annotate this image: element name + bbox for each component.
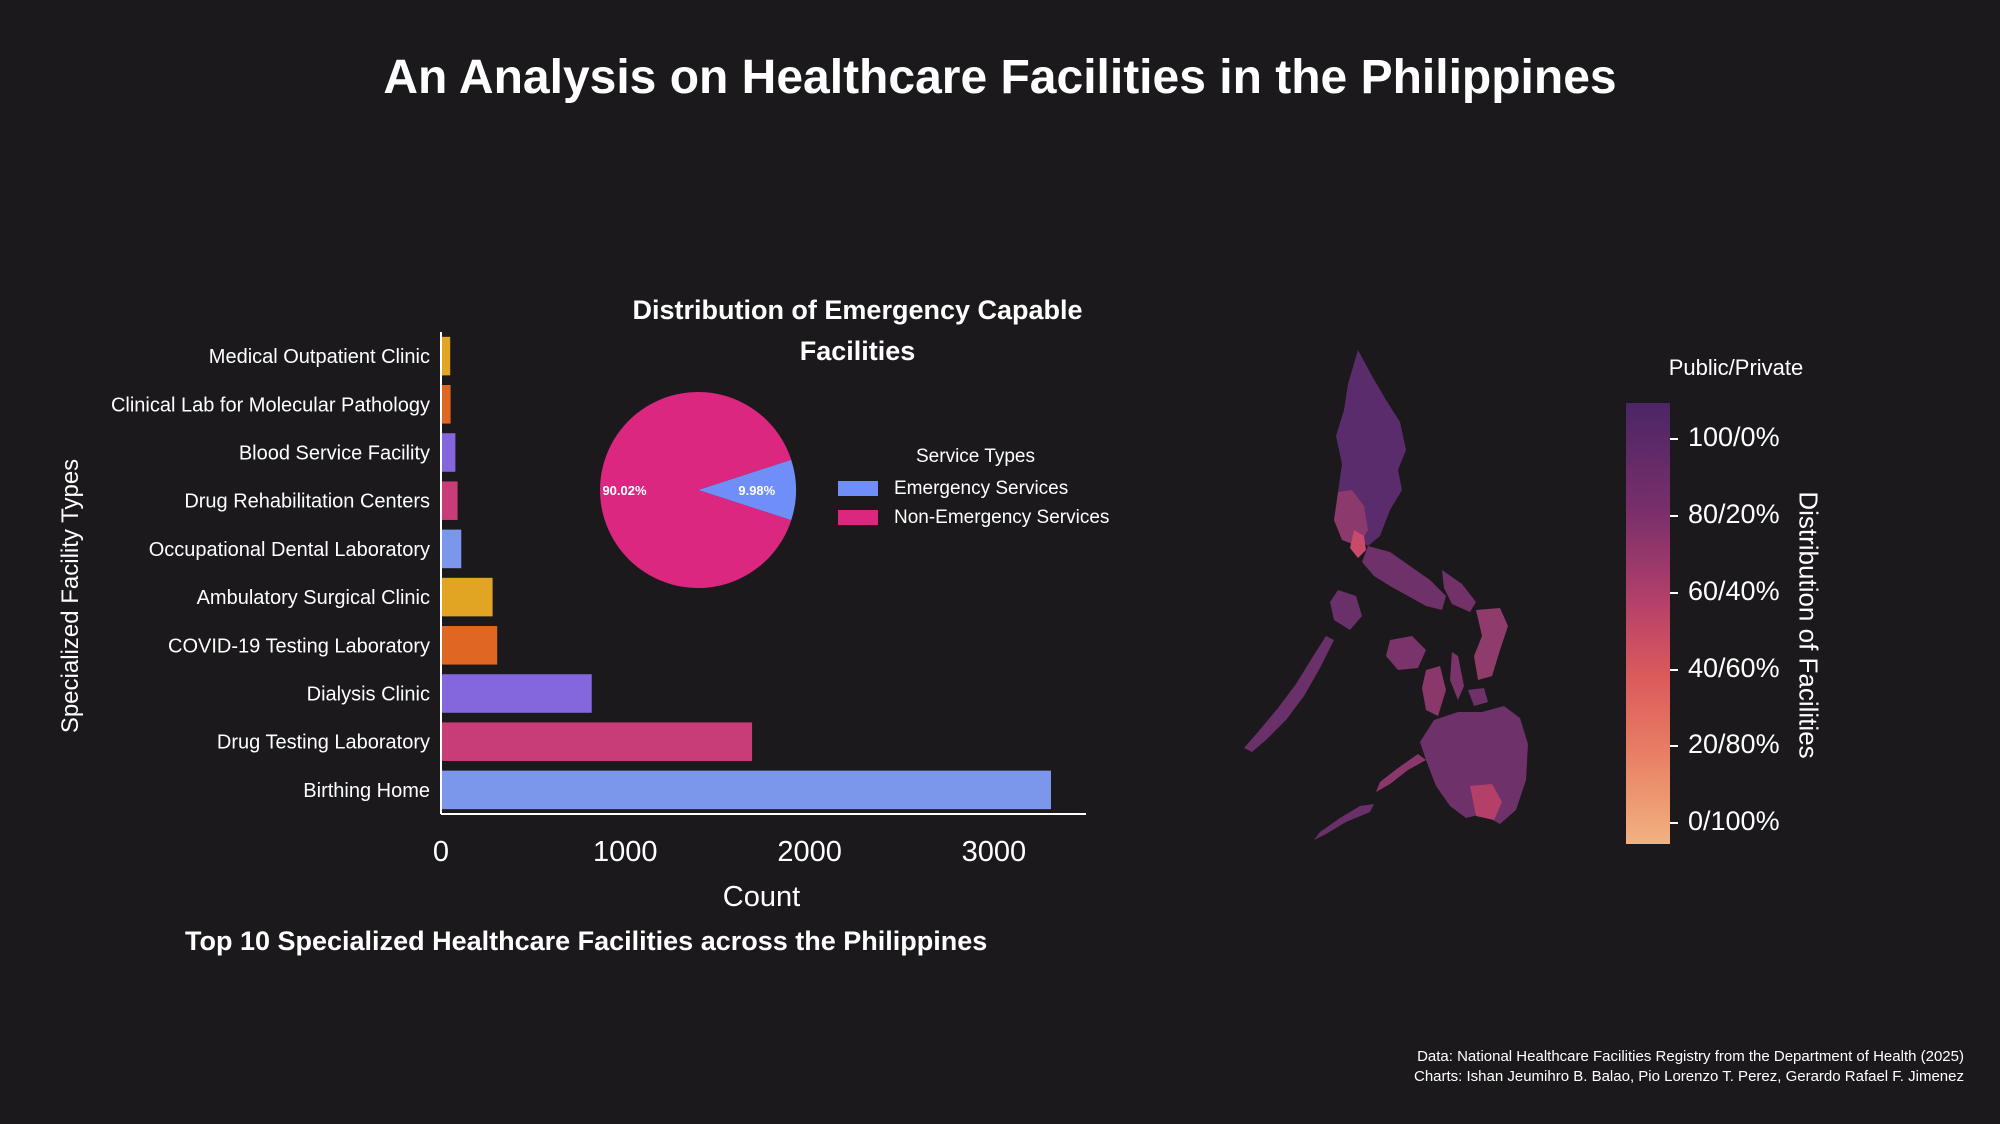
legend-swatch-non-emergency [838,510,878,525]
x-tick-label-1: 1000 [593,836,658,868]
pie-slice-0 [698,459,796,521]
y-tick-label-0: Birthing Home [303,780,430,802]
pie-slice-1 [600,392,792,588]
luzon-south [1362,546,1446,610]
y-axis-label: Specialized Facility Types [57,459,84,733]
colorbar [1626,403,1670,844]
colorbar-tick-2 [1670,591,1678,594]
colorbar-tick-1 [1670,515,1678,518]
bicol-region [1442,570,1476,612]
colorbar-axis-label: Distribution of Facilities [1793,491,1824,759]
philippines-map [1244,350,1528,840]
davao-region [1470,784,1502,820]
legend-label-non-emergency: Non-Emergency Services [894,506,1110,528]
colorbar-tick-5 [1670,821,1678,824]
credits-authors: Charts: Ishan Jeumihro B. Balao, Pio Lor… [1414,1068,1964,1085]
x-axis-label: Count [723,881,800,913]
mindanao-region [1244,636,1528,840]
colorbar-title: Public/Private [1668,355,1804,380]
colorbar-tick-3 [1670,668,1678,671]
y-tick-label-7: Blood Service Facility [239,443,430,465]
sulu-archipelago [1314,804,1374,840]
bar-chart: Birthing Home Drug Testing Laboratory Dial… [57,332,1086,913]
legend-item-non-emergency: Non-Emergency Services [838,503,1109,532]
zamboanga-peninsula [1376,754,1426,792]
bar-1 [441,722,753,761]
bar-5 [441,529,462,569]
bar-2 [441,674,592,713]
x-tick-label-2: 2000 [777,836,842,868]
pie-chart-title: Distribution of Emergency Capable Facili… [632,295,1083,366]
colorbar-tick-label-5: 0/100% [1688,805,1780,836]
visayas-region [1330,590,1508,716]
bar-7 [441,433,456,472]
y-tick-label-4: Ambulatory Surgical Clinic [197,587,430,609]
x-tick-label-0: 0 [433,836,449,868]
metro-manila [1350,530,1366,558]
bar-0 [441,770,1051,810]
pie-chart: 9.98% 90.02% [600,392,796,588]
bar-8 [441,385,451,424]
main-title: An Analysis on Healthcare Facilities in … [383,51,1617,104]
colorbar-tick-4 [1670,745,1678,748]
bar-6 [441,481,458,520]
colorbar-tick-label-0: 100/0% [1688,422,1780,453]
palawan-island [1244,636,1334,752]
panay-island [1386,636,1426,670]
legend-item-emergency: Emergency Services [838,474,1109,503]
pie-label-1: 90.02% [602,483,647,498]
negros-island [1422,666,1446,716]
y-tick-label-8: Clinical Lab for Molecular Pathology [111,394,430,416]
colorbar-tick-0 [1670,438,1678,441]
mindoro-island [1330,590,1362,630]
bohol-island [1468,688,1488,706]
luzon-region [1334,350,1476,612]
colorbar-tick-label-3: 40/60% [1688,652,1780,683]
y-tick-label-3: COVID-19 Testing Laboratory [168,635,430,657]
credits: Data: National Healthcare Facilities Reg… [1414,1047,1964,1087]
y-tick-label-9: Medical Outpatient Clinic [209,346,430,368]
y-tick-label-6: Drug Rehabilitation Centers [184,491,430,513]
pie-label-0: 9.98% [738,483,775,498]
colorbar-tick-label-1: 80/20% [1688,499,1780,530]
legend-label-emergency: Emergency Services [894,477,1069,499]
y-tick-label-2: Dialysis Clinic [307,684,430,706]
legend-swatch-emergency [838,481,878,496]
bar-3 [441,626,498,665]
pie-legend: Service Types Emergency Services Non-Eme… [838,446,1109,532]
pie-legend-title: Service Types [916,446,1035,467]
bar-chart-title: Top 10 Specialized Healthcare Facilities… [185,926,988,956]
luzon-central [1334,490,1368,546]
credits-data-source: Data: National Healthcare Facilities Reg… [1417,1048,1964,1065]
mindanao-main [1420,706,1528,824]
bar-4 [441,577,493,617]
colorbar-tick-label-2: 60/40% [1688,575,1780,606]
y-tick-label-1: Drug Testing Laboratory [217,732,430,754]
cebu-island [1450,652,1464,700]
bar-9 [441,336,451,376]
colorbar-tick-label-4: 20/80% [1688,729,1780,760]
x-tick-label-3: 3000 [962,836,1027,868]
y-tick-label-5: Occupational Dental Laboratory [149,539,430,561]
samar-leyte [1474,608,1508,680]
